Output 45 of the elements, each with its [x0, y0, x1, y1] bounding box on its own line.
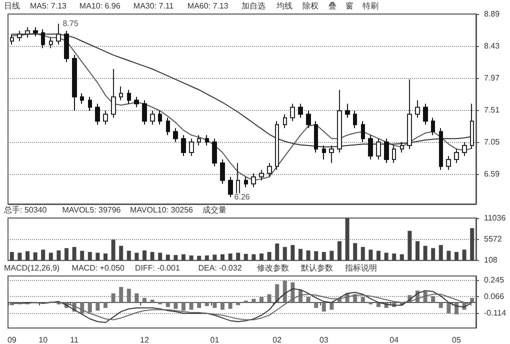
text: 日线	[4, 2, 20, 10]
x-tick-label: 10	[38, 336, 48, 344]
text: 均线	[275, 2, 292, 10]
text: 总手: 50340	[3, 206, 48, 214]
y-tick-label: 0.245	[484, 276, 505, 285]
text: MA60: 7.13	[187, 2, 229, 10]
y-tick-label: 7.05	[484, 138, 500, 147]
y-tick-label: 0.066	[484, 292, 505, 301]
text: MAVOL10: 30256	[130, 206, 194, 214]
text: MA10: 6.96	[79, 2, 121, 10]
text: DIFF: -0.001	[135, 264, 180, 272]
text: 默认参数	[300, 264, 333, 272]
y-tick-label: 6.59	[484, 170, 500, 179]
y-tick-label: 108	[484, 256, 498, 264]
x-tick-label: 11	[70, 336, 79, 344]
text: 指标说明	[344, 264, 377, 272]
text: MAVOL5: 39796	[62, 206, 122, 214]
text: 特刷	[362, 2, 378, 10]
x-tick-label: 02	[272, 336, 282, 344]
x-tick-label: 01	[210, 336, 220, 344]
text: MA5: 7.13	[30, 2, 68, 10]
text: 成交量	[202, 206, 226, 214]
x-tick-label: 04	[390, 336, 400, 344]
y-tick-label: 11036	[484, 214, 506, 222]
annotation: 8.75	[62, 19, 79, 28]
text: 除权	[302, 2, 318, 10]
text: 叠	[328, 2, 336, 10]
x-tick-label: 12	[140, 336, 150, 344]
y-tick-label: 5572	[484, 234, 502, 244]
x-tick-label: 05	[452, 336, 462, 344]
y-tick-label: -0.114	[484, 308, 507, 318]
text: 窗	[345, 2, 354, 10]
text: DEA: -0.032	[198, 264, 242, 272]
y-tick-label: 7.51	[484, 106, 500, 115]
text: MACD(12,26,9)	[4, 264, 60, 272]
annotation: 6.26	[234, 192, 250, 202]
text: MACD: +0.050	[72, 264, 126, 272]
text: 修改参数	[256, 264, 289, 272]
y-tick-label: 8.89	[484, 10, 500, 18]
y-tick-label: 8.43	[484, 42, 500, 51]
text: 加自选	[241, 2, 266, 10]
y-tick-label: 7.97	[484, 74, 500, 83]
x-tick-label: 03	[319, 336, 329, 344]
text: MA30: 7.11	[133, 2, 174, 10]
x-tick-label: 09	[7, 336, 17, 344]
